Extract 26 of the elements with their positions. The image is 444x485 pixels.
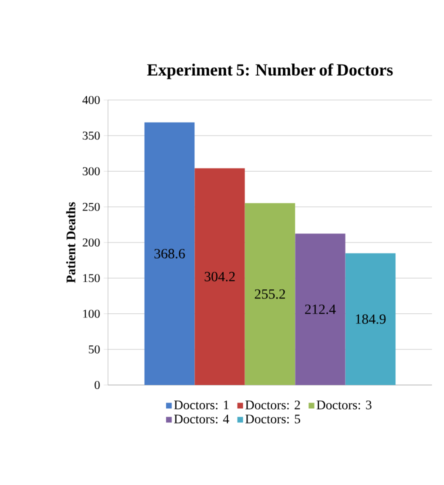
legend-label: Doctors: 2 (245, 400, 300, 410)
bar (244, 203, 296, 385)
y-tick-label: 250 (82, 202, 100, 211)
legend-label: Doctors: 4 (174, 414, 230, 424)
y-tick-label: 0 (94, 380, 100, 390)
y-tick-label: 100 (83, 310, 100, 318)
legend-label: Doctors: 5 (245, 414, 300, 424)
bar (144, 122, 195, 385)
y-tick-label: 400 (82, 96, 100, 104)
data-label: 255.2 (254, 289, 285, 299)
data-label: 368.6 (154, 248, 185, 258)
data-label: 304.2 (204, 272, 235, 282)
y-tick-label: 50 (88, 345, 100, 354)
bar (194, 168, 245, 385)
legend-label: Doctors: 1 (174, 400, 229, 410)
y-tick-label: 350 (82, 132, 100, 140)
bar (345, 253, 396, 385)
legend-label: Doctors: 3 (316, 400, 372, 410)
y-tick-label: 200 (82, 238, 100, 247)
y-tick-label: 300 (82, 167, 100, 176)
data-label: 212.4 (305, 304, 336, 314)
chart-title: Experiment 5: Number of Doctors (147, 63, 393, 80)
data-label: 184.9 (356, 314, 386, 324)
y-tick-label: 150 (83, 274, 100, 282)
y-axis-title: Patient Deaths (66, 202, 76, 283)
bar (295, 234, 346, 385)
